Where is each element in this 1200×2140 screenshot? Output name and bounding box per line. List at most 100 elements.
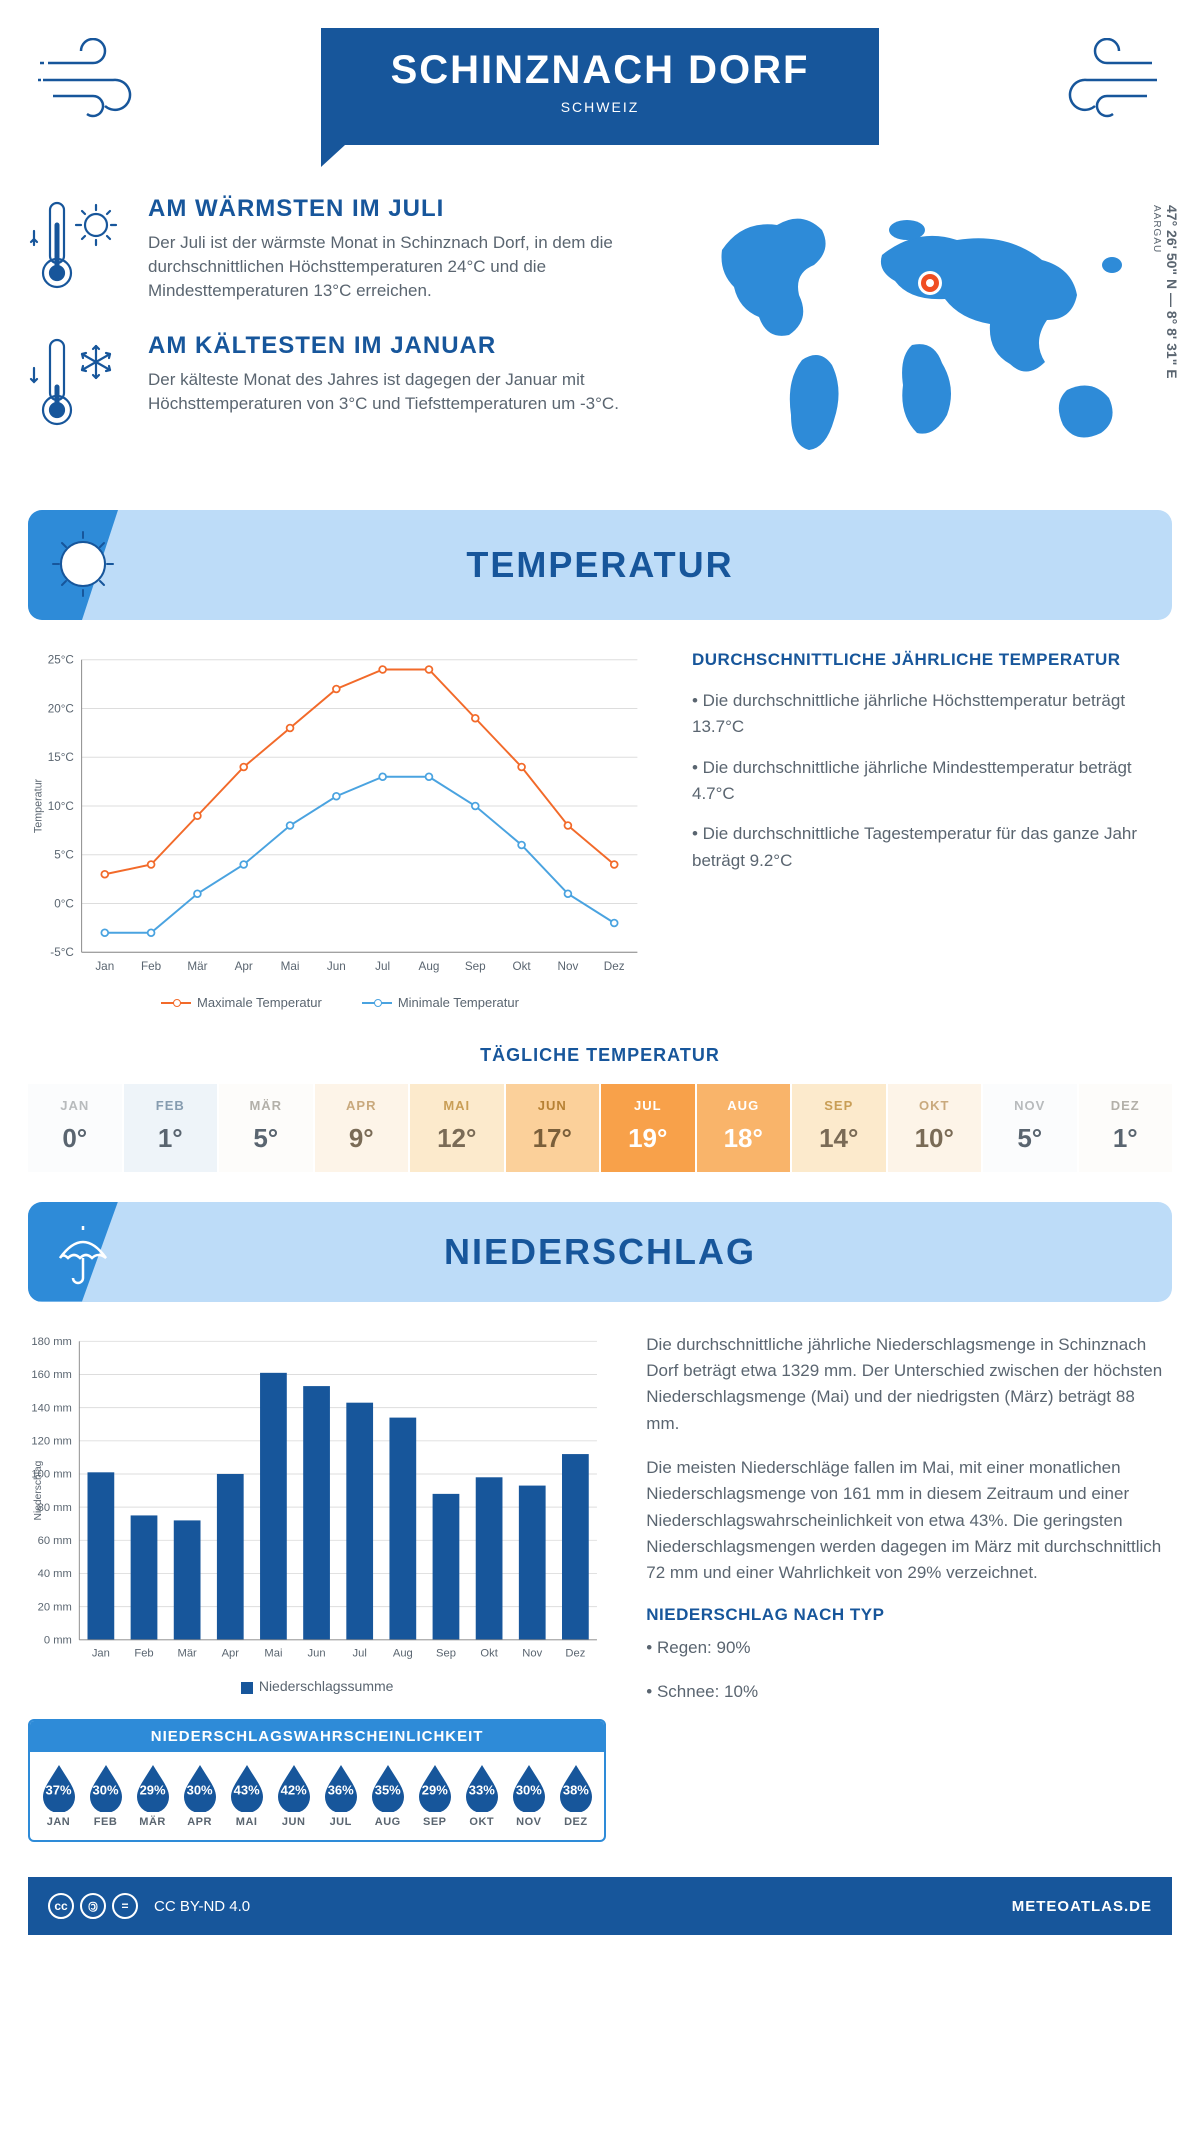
temp-value: 5°: [219, 1123, 313, 1154]
svg-text:Mai: Mai: [281, 960, 300, 973]
legend-min: Minimale Temperatur: [362, 995, 519, 1010]
coldest-text: Der kälteste Monat des Jahres ist dagege…: [148, 368, 652, 416]
footer: cc 🄯 = CC BY-ND 4.0 METEOATLAS.DE: [28, 1877, 1172, 1935]
raindrop-icon: 29%: [132, 1762, 174, 1812]
temp-legend: Maximale Temperatur Minimale Temperatur: [28, 995, 652, 1010]
prob-cell: 30% NOV: [506, 1762, 551, 1828]
svg-text:25°C: 25°C: [48, 654, 74, 667]
prob-cell: 43%MAI: [224, 1762, 269, 1828]
svg-text:180 mm: 180 mm: [31, 1336, 71, 1348]
sun-icon: [48, 524, 118, 609]
raindrop-icon: 30%: [85, 1762, 127, 1812]
svg-text:Okt: Okt: [480, 1647, 498, 1659]
legend-max: Maximale Temperatur: [161, 995, 322, 1010]
temperature-line-chart: -5°C0°C5°C10°C15°C20°C25°CTemperaturJanF…: [28, 650, 652, 982]
header: SCHINZNACH DORF SCHWEIZ: [28, 28, 1172, 145]
raindrop-icon: 42%: [273, 1762, 315, 1812]
month-label: OKT: [888, 1098, 982, 1113]
svg-text:Aug: Aug: [393, 1647, 413, 1659]
precip-chart-column: 0 mm20 mm40 mm60 mm80 mm100 mm120 mm140 …: [28, 1332, 606, 1843]
precip-type-heading: NIEDERSCHLAG NACH TYP: [646, 1605, 1172, 1625]
raindrop-icon: 43%: [226, 1762, 268, 1812]
prob-value: 30%: [516, 1782, 542, 1797]
warmest-fact: AM WÄRMSTEN IM JULI Der Juli ist der wär…: [28, 195, 652, 302]
month-label: AUG: [365, 1816, 410, 1828]
precip-legend: Niederschlagssumme: [28, 1678, 606, 1694]
world-map-icon: [682, 195, 1172, 475]
month-label: SEP: [792, 1098, 886, 1113]
month-label: DEZ: [1079, 1098, 1173, 1113]
thermometer-sun-icon: [28, 195, 128, 302]
precip-text-column: Die durchschnittliche jährliche Niedersc…: [646, 1332, 1172, 1843]
daily-temp-cell: MÄR5°: [219, 1084, 315, 1172]
svg-text:Apr: Apr: [222, 1647, 240, 1659]
wind-icon-right: [1042, 38, 1162, 123]
prob-value: 29%: [140, 1782, 166, 1797]
daily-temp-cell: AUG18°: [697, 1084, 793, 1172]
temp-value: 17°: [506, 1123, 600, 1154]
temp-value: 0°: [28, 1123, 122, 1154]
prob-value: 29%: [422, 1782, 448, 1797]
precip-probability-box: NIEDERSCHLAGSWAHRSCHEINLICHKEIT 37%JAN30…: [28, 1719, 606, 1842]
svg-text:Apr: Apr: [235, 960, 253, 973]
prob-cell: 33% OKT: [459, 1762, 504, 1828]
svg-text:Jan: Jan: [95, 960, 114, 973]
prob-value: 43%: [234, 1782, 260, 1797]
daily-temp-row: JAN0°FEB1°MÄR5°APR9°MAI12°JUN17°JUL19°AU…: [28, 1084, 1172, 1172]
temperature-content: -5°C0°C5°C10°C15°C20°C25°CTemperaturJanF…: [28, 650, 1172, 1010]
svg-text:-5°C: -5°C: [50, 946, 74, 959]
precip-p2: Die meisten Niederschläge fallen im Mai,…: [646, 1455, 1172, 1587]
temp-bullet: • Die durchschnittliche jährliche Mindes…: [692, 755, 1172, 808]
prob-cell: 38%DEZ: [553, 1762, 598, 1828]
raindrop-icon: 29%: [414, 1762, 456, 1812]
prob-cell: 35%AUG: [365, 1762, 410, 1828]
svg-text:10°C: 10°C: [48, 800, 74, 813]
month-label: MAI: [410, 1098, 504, 1113]
temp-value: 5°: [983, 1123, 1077, 1154]
svg-text:20 mm: 20 mm: [38, 1601, 72, 1613]
month-label: FEB: [83, 1816, 128, 1828]
license-block: cc 🄯 = CC BY-ND 4.0: [48, 1893, 250, 1919]
coldest-fact: AM KÄLTESTEN IM JANUAR Der kälteste Mona…: [28, 332, 652, 437]
svg-text:Sep: Sep: [465, 960, 486, 973]
by-icon: 🄯: [80, 1893, 106, 1919]
svg-text:Jun: Jun: [308, 1647, 326, 1659]
prob-cell: 37%JAN: [36, 1762, 81, 1828]
month-label: JUN: [271, 1816, 316, 1828]
prob-heading: NIEDERSCHLAGSWAHRSCHEINLICHKEIT: [30, 1721, 604, 1752]
svg-text:5°C: 5°C: [54, 849, 74, 862]
temperature-section-header: TEMPERATUR: [28, 510, 1172, 620]
svg-text:0°C: 0°C: [54, 897, 74, 910]
thermometer-snow-icon: [28, 332, 128, 437]
month-label: JUL: [601, 1098, 695, 1113]
month-label: JAN: [36, 1816, 81, 1828]
svg-text:Dez: Dez: [604, 960, 625, 973]
precip-content: 0 mm20 mm40 mm60 mm80 mm100 mm120 mm140 …: [28, 1332, 1172, 1843]
svg-text:Nov: Nov: [522, 1647, 542, 1659]
svg-text:Aug: Aug: [419, 960, 440, 973]
daily-temp-cell: DEZ1°: [1079, 1084, 1173, 1172]
temp-text-heading: DURCHSCHNITTLICHE JÄHRLICHE TEMPERATUR: [692, 650, 1172, 670]
coldest-content: AM KÄLTESTEN IM JANUAR Der kälteste Mona…: [148, 332, 652, 437]
svg-text:Jul: Jul: [375, 960, 390, 973]
temp-heading: TEMPERATUR: [466, 544, 733, 586]
temp-value: 19°: [601, 1123, 695, 1154]
month-label: JUL: [318, 1816, 363, 1828]
daily-temp-cell: MAI12°: [410, 1084, 506, 1172]
precip-section-header: NIEDERSCHLAG: [28, 1202, 1172, 1302]
raindrop-icon: 38%: [555, 1762, 597, 1812]
prob-cell: 30%APR: [177, 1762, 222, 1828]
daily-temp-cell: NOV5°: [983, 1084, 1079, 1172]
prob-value: 33%: [469, 1782, 495, 1797]
prob-value: 38%: [563, 1782, 589, 1797]
precipitation-bar-chart: 0 mm20 mm40 mm60 mm80 mm100 mm120 mm140 …: [28, 1332, 606, 1668]
warmest-content: AM WÄRMSTEN IM JULI Der Juli ist der wär…: [148, 195, 652, 302]
month-label: OKT: [459, 1816, 504, 1828]
precip-type: • Schnee: 10%: [646, 1679, 1172, 1705]
umbrella-icon: [48, 1216, 118, 1296]
svg-text:Jun: Jun: [327, 960, 346, 973]
svg-text:120 mm: 120 mm: [31, 1435, 71, 1447]
month-label: NOV: [506, 1816, 551, 1828]
daily-temp-cell: OKT10°: [888, 1084, 984, 1172]
svg-text:40 mm: 40 mm: [38, 1568, 72, 1580]
